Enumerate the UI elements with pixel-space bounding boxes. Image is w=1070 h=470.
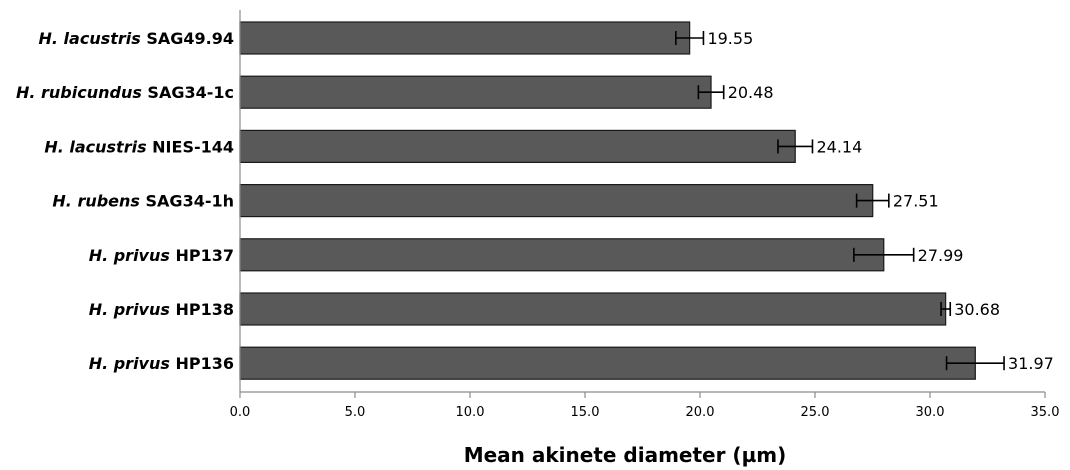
x-axis: 0.0 5.0 10.0 15.0 20.0 25.0 30.0 35.0 <box>230 10 1060 420</box>
error-bar <box>855 193 890 208</box>
bar <box>239 238 885 272</box>
x-axis-title: Mean akinete diameter (µm) <box>464 443 787 467</box>
data-label: 31.97 <box>1008 354 1054 373</box>
x-tick-label: 30.0 <box>916 405 945 420</box>
bar <box>239 75 712 109</box>
data-label: 24.14 <box>816 137 862 156</box>
category-label: H. privus HP137 <box>89 246 234 265</box>
error-bar <box>853 247 915 262</box>
bar <box>239 129 796 163</box>
data-label: 20.48 <box>728 83 774 102</box>
x-tick-label: 25.0 <box>801 405 830 420</box>
labels-layer: 19.55 H. lacustris SAG49.94 20.48 H. rubicu… <box>16 29 1054 373</box>
error-bar <box>777 139 814 154</box>
x-tick-label: 10.0 <box>456 405 485 420</box>
x-tick-label: 5.0 <box>345 405 366 420</box>
data-label: 27.51 <box>893 192 939 211</box>
error-bar <box>675 31 705 45</box>
bar <box>239 184 874 218</box>
bar <box>239 346 976 380</box>
category-label: H. lacustris NIES-144 <box>44 137 234 156</box>
x-tick-label: 20.0 <box>686 405 715 420</box>
error-bars-layer <box>675 31 1005 371</box>
bar <box>239 21 691 55</box>
category-label: H. rubicundus SAG34-1c <box>16 83 234 102</box>
category-label: H. privus HP136 <box>89 354 234 373</box>
category-label: H. rubens SAG34-1h <box>52 192 234 211</box>
bar <box>239 292 947 326</box>
error-bar <box>940 302 952 316</box>
data-label: 19.55 <box>707 29 753 48</box>
x-tick-label: 35.0 <box>1031 405 1060 420</box>
x-tick-label: 0.0 <box>230 405 251 420</box>
data-label: 30.68 <box>954 300 1000 319</box>
error-bar <box>697 85 725 100</box>
error-bar <box>945 356 1005 371</box>
x-tick-label: 15.0 <box>571 405 600 420</box>
bars-layer <box>239 21 976 380</box>
data-label: 27.99 <box>918 246 964 265</box>
category-label: H. lacustris SAG49.94 <box>39 29 234 48</box>
category-label: H. privus HP138 <box>89 300 234 319</box>
